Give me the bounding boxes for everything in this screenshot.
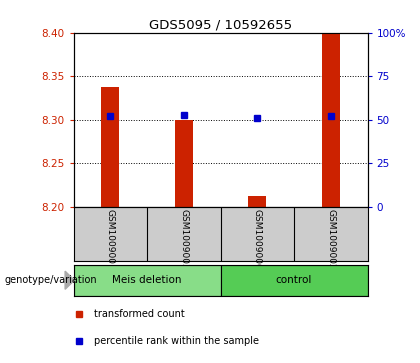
Bar bbox=[175, 120, 193, 207]
Text: GSM1009001: GSM1009001 bbox=[106, 208, 115, 269]
Text: percentile rank within the sample: percentile rank within the sample bbox=[94, 337, 259, 346]
Text: transformed count: transformed count bbox=[94, 309, 185, 319]
Polygon shape bbox=[65, 271, 74, 289]
Bar bbox=[322, 33, 340, 207]
Bar bbox=[248, 196, 266, 207]
Bar bbox=[101, 87, 119, 207]
Text: GSM1009002: GSM1009002 bbox=[326, 208, 335, 269]
Text: control: control bbox=[276, 276, 312, 285]
Text: genotype/variation: genotype/variation bbox=[4, 275, 97, 285]
Title: GDS5095 / 10592655: GDS5095 / 10592655 bbox=[149, 19, 292, 32]
Text: GSM1009003: GSM1009003 bbox=[179, 208, 188, 269]
Bar bbox=[220, 265, 368, 296]
Bar bbox=[74, 265, 220, 296]
Text: Meis deletion: Meis deletion bbox=[112, 276, 182, 285]
Text: GSM1009000: GSM1009000 bbox=[253, 208, 262, 269]
